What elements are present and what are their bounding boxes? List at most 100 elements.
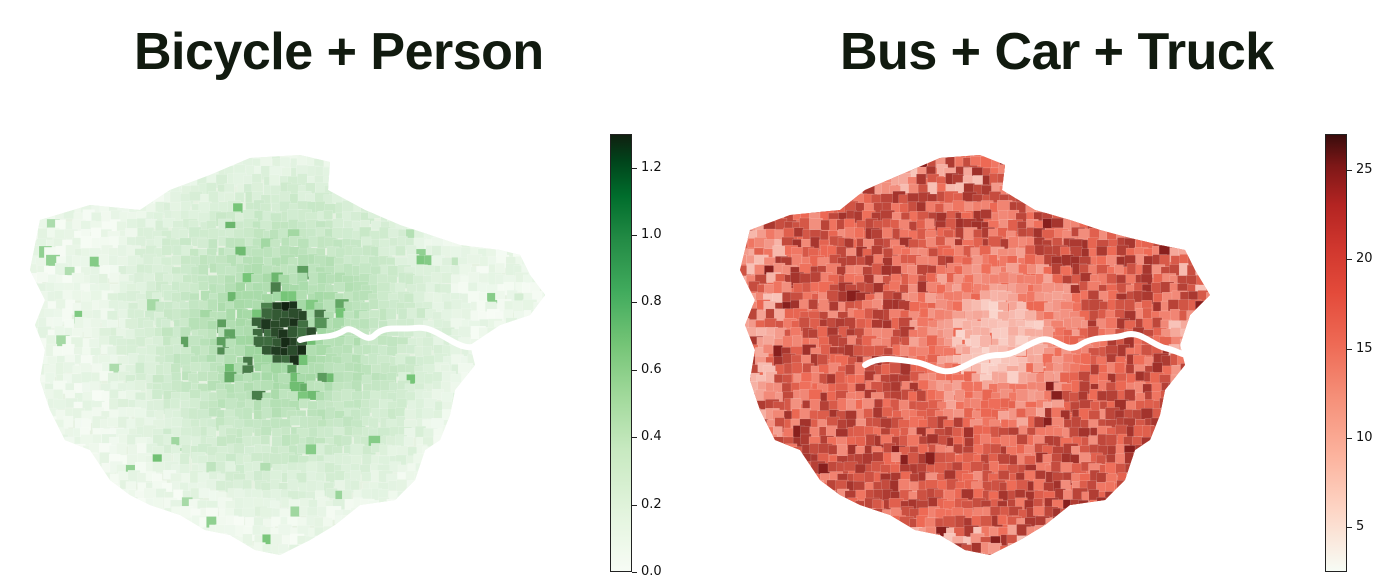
map-region <box>864 167 880 181</box>
map-region <box>783 517 798 531</box>
map-region <box>740 209 748 224</box>
map-region <box>117 517 133 530</box>
map-region <box>1079 158 1094 169</box>
map-region <box>523 176 540 192</box>
map-region <box>871 155 883 170</box>
map-region <box>1205 372 1210 383</box>
map-region <box>1008 167 1020 178</box>
map-region <box>980 263 992 275</box>
map-region <box>513 506 524 518</box>
map-region <box>541 301 545 314</box>
map-region <box>460 507 471 520</box>
map-region <box>1195 365 1206 379</box>
map-region <box>754 184 766 200</box>
map-region <box>271 407 283 419</box>
map-region <box>344 155 355 160</box>
map-region <box>1161 191 1175 206</box>
map-region <box>47 434 63 449</box>
map-region <box>1005 156 1017 167</box>
map-region <box>1143 211 1154 224</box>
map-region <box>443 490 454 501</box>
map-region <box>1025 407 1037 417</box>
map-region <box>1205 490 1210 502</box>
map-region <box>503 534 516 547</box>
map-region <box>1187 227 1199 242</box>
map-region <box>826 290 840 304</box>
map-region <box>190 543 205 555</box>
map-region <box>763 455 774 471</box>
map-region <box>70 490 82 505</box>
map-region <box>361 155 378 160</box>
map-region <box>1131 166 1147 182</box>
map-region <box>549 411 560 421</box>
map-region <box>495 338 506 351</box>
map-region <box>790 491 807 503</box>
map-region <box>107 524 118 537</box>
map-region <box>72 174 87 185</box>
map-region <box>1006 182 1021 196</box>
map-region <box>171 544 186 555</box>
map-region <box>772 472 786 489</box>
map-region <box>478 418 494 432</box>
map-region <box>495 443 511 453</box>
map-region <box>467 553 479 555</box>
map-region <box>470 480 481 491</box>
map-region <box>479 201 493 212</box>
map-region <box>1207 165 1210 178</box>
map-region <box>763 164 777 181</box>
map-region <box>505 436 516 446</box>
map-region <box>807 508 819 521</box>
map-region <box>549 212 559 225</box>
map-region <box>808 299 818 310</box>
map-region <box>880 155 891 158</box>
map-region <box>988 155 1002 159</box>
map-region <box>755 497 770 507</box>
map-region <box>494 541 509 553</box>
map-region <box>143 545 158 555</box>
map-region <box>763 182 777 196</box>
map-region <box>747 455 761 470</box>
map-region <box>179 552 191 555</box>
map-region <box>809 218 823 230</box>
map-region <box>504 382 517 394</box>
map-region <box>506 239 519 252</box>
map-region <box>1104 192 1118 204</box>
map-region <box>493 418 507 431</box>
map-region <box>1024 310 1037 321</box>
map-region <box>479 400 491 415</box>
map-region <box>1205 156 1210 171</box>
map-region <box>1096 390 1108 401</box>
map-region <box>551 265 560 276</box>
map-region <box>505 479 517 492</box>
map-region <box>541 362 545 378</box>
map-region <box>53 166 65 182</box>
map-region <box>745 506 757 517</box>
map-region <box>740 391 753 404</box>
map-region <box>756 202 770 218</box>
map-region <box>415 155 431 161</box>
map-region <box>487 210 502 223</box>
map-region <box>1089 524 1101 537</box>
map-region <box>873 167 888 183</box>
map-region <box>487 544 501 555</box>
map-region <box>442 200 456 213</box>
map-region <box>781 527 792 540</box>
map-region <box>522 453 534 467</box>
map-region <box>550 291 560 304</box>
map-region <box>793 174 805 185</box>
map-region <box>63 554 77 555</box>
map-region <box>1088 155 1103 162</box>
map-region <box>549 194 560 209</box>
map-region <box>457 228 470 239</box>
map-region <box>477 518 493 534</box>
map-region <box>532 335 545 347</box>
map-region <box>459 398 470 410</box>
map-region <box>461 499 472 510</box>
map-region <box>1159 455 1174 469</box>
map-region <box>136 550 148 555</box>
map-region <box>790 446 804 460</box>
map-region <box>505 399 518 412</box>
map-region <box>497 166 510 183</box>
map-region <box>379 543 395 555</box>
map-region <box>1168 416 1183 432</box>
